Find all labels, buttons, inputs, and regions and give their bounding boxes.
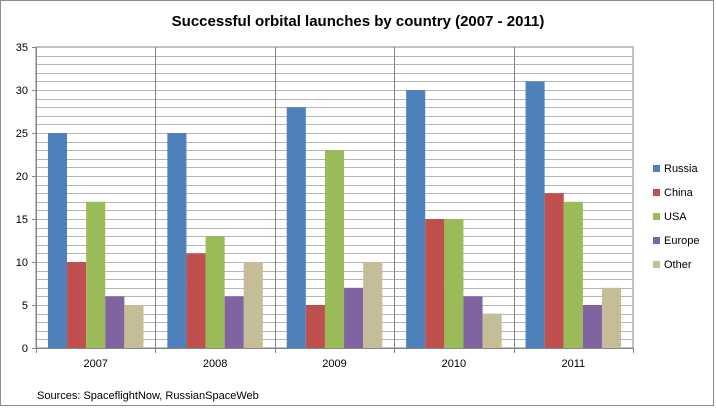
legend-label-other: Other [664, 259, 692, 271]
y-tick-label: 10 [16, 257, 28, 269]
bar-china-2010 [425, 219, 445, 348]
y-tick-label: 5 [22, 300, 28, 312]
bar-europe-2011 [582, 305, 602, 348]
bar-russia-2007 [47, 133, 68, 348]
legend-label-usa: USA [664, 211, 687, 223]
bar-usa-2009 [324, 150, 345, 348]
bar-europe-2009 [344, 287, 364, 348]
legend: Russia China USA Europe Other [653, 163, 699, 271]
bar-usa-2010 [444, 219, 464, 348]
legend-swatch-russia [653, 165, 660, 172]
legend-swatch-europe [653, 237, 660, 244]
x-tick-label: 2009 [322, 358, 346, 370]
x-tick-label: 2010 [442, 358, 466, 370]
bar-other-2010 [482, 313, 502, 348]
y-tick-label: 35 [16, 42, 28, 54]
legend-label-china: China [664, 187, 694, 199]
bar-europe-2007 [105, 296, 125, 348]
bar-china-2008 [186, 253, 206, 348]
bar-china-2007 [67, 262, 87, 348]
bar-other-2011 [601, 287, 622, 348]
bar-russia-2009 [286, 107, 306, 348]
axis-layer: 0 5 10 15 20 25 30 35 2007 2008 2009 2010 2011 [16, 42, 634, 370]
y-tick-label: 30 [16, 85, 28, 97]
bar-china-2009 [305, 305, 325, 348]
bar-usa-2007 [86, 201, 106, 348]
source-note: Sources: SpaceflightNow, RussianSpaceWeb [37, 390, 259, 402]
bar-china-2011 [544, 193, 564, 348]
bar-russia-2008 [167, 133, 187, 348]
x-tick-label: 2008 [203, 358, 227, 370]
chart-title: Successful orbital launches by country (… [172, 13, 545, 30]
y-tick-label: 20 [16, 171, 28, 183]
bar-russia-2011 [525, 81, 545, 349]
bar-other-2009 [363, 262, 383, 348]
y-tick-label: 25 [16, 128, 28, 140]
y-tick-label: 0 [22, 343, 28, 355]
x-tick-label: 2007 [83, 358, 107, 370]
bar-europe-2010 [463, 296, 483, 348]
bar-usa-2008 [205, 236, 225, 348]
bar-russia-2010 [406, 90, 426, 348]
x-tick-label: 2011 [561, 358, 585, 370]
legend-label-europe: Europe [664, 235, 699, 247]
legend-swatch-usa [653, 213, 660, 220]
bar-usa-2011 [563, 201, 583, 348]
bar-europe-2008 [224, 296, 244, 348]
legend-swatch-china [653, 189, 660, 196]
bar-other-2008 [243, 262, 263, 348]
bars-layer [47, 81, 622, 349]
bar-other-2007 [124, 305, 144, 348]
y-tick-label: 15 [16, 214, 28, 226]
legend-swatch-other [653, 261, 660, 268]
legend-label-russia: Russia [664, 163, 699, 175]
